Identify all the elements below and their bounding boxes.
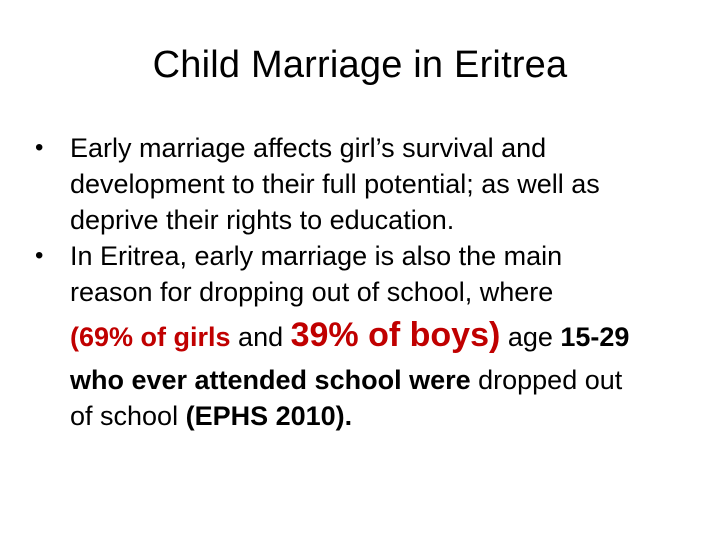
- bullet-line: development to their full potential; as …: [70, 169, 600, 199]
- bullet-line: of school (EPHS 2010).: [70, 398, 680, 434]
- girls-statistic: 69% of girls: [79, 322, 231, 352]
- stat-and-word: and: [230, 322, 291, 352]
- bullet-line: deprive their rights to education.: [70, 205, 455, 235]
- bullet-item: • In Eritrea, early marriage is also the…: [0, 238, 720, 434]
- bullet-line: In Eritrea, early marriage is also the m…: [70, 241, 563, 271]
- stat-age-word: age: [500, 322, 561, 352]
- bullet-line: reason for dropping out of school, where: [70, 277, 554, 307]
- age-range: 15-29: [560, 322, 630, 352]
- stat-close-paren: ): [489, 316, 501, 354]
- stat-open-paren: (: [70, 322, 79, 352]
- of-school-phrase: of school: [70, 401, 186, 431]
- attended-phrase: who ever attended school were: [70, 365, 471, 395]
- boys-statistic: 39% of boys: [290, 316, 489, 354]
- dropped-phrase: dropped out: [470, 365, 623, 395]
- bullet-dot-icon: •: [35, 242, 44, 269]
- bullet-line: who ever attended school were dropped ou…: [70, 362, 680, 398]
- bullet-item: • Early marriage affects girl’s survival…: [0, 130, 720, 238]
- bullet-line: Early marriage affects girl’s survival a…: [70, 133, 547, 163]
- slide-title: Child Marriage in Eritrea: [152, 44, 568, 86]
- bullet-list: • Early marriage affects girl’s survival…: [0, 130, 720, 434]
- bullet-dot-icon: •: [35, 134, 44, 161]
- statistic-line: (69% of girls and 39% of boys) age 15-29: [70, 310, 680, 362]
- source-citation: (EPHS 2010).: [185, 401, 353, 431]
